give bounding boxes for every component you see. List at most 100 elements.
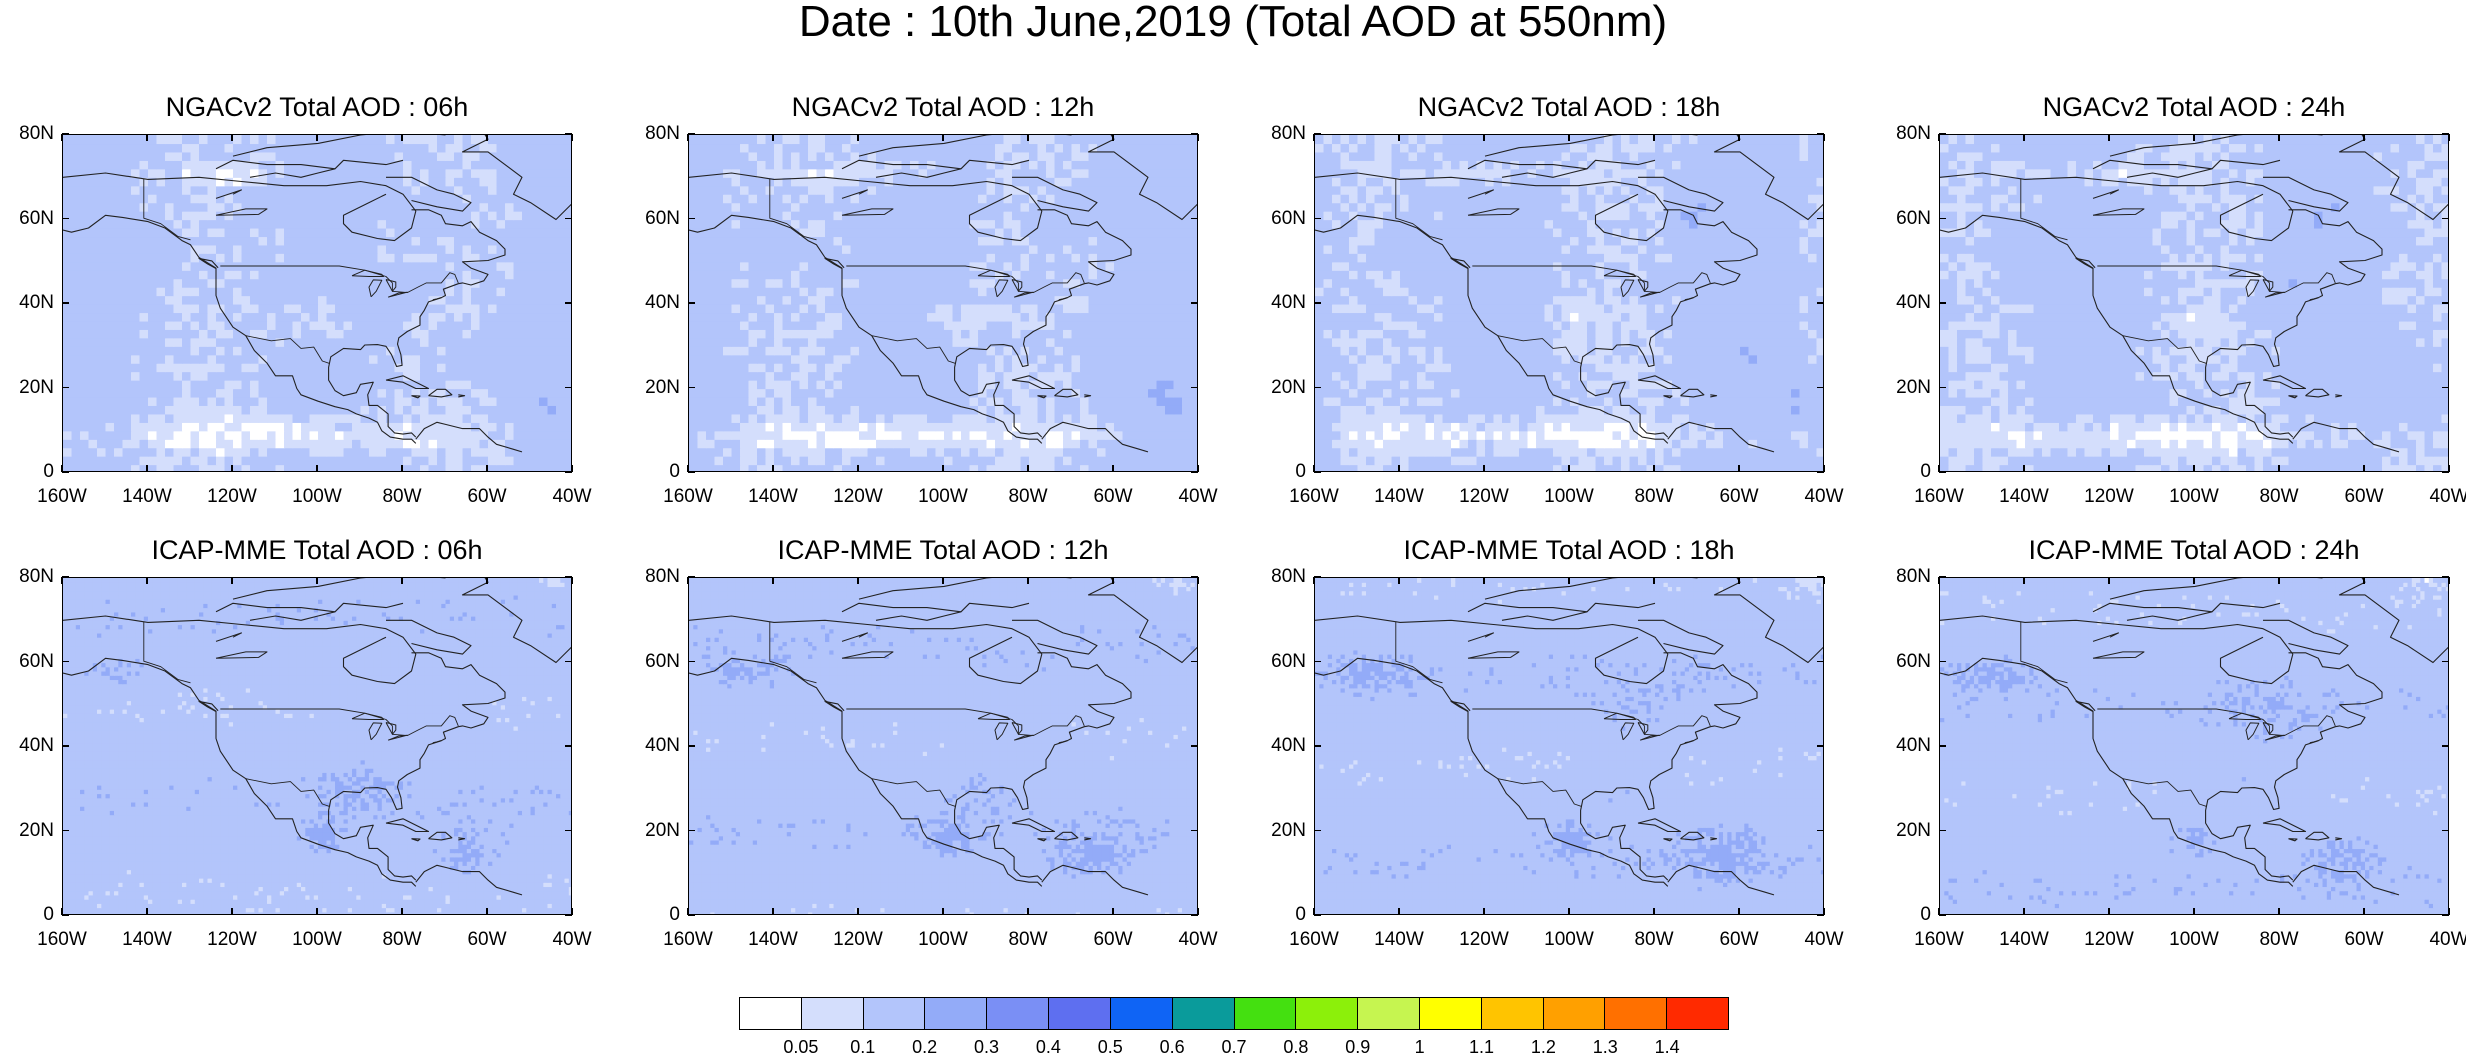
aod-cell [63, 270, 73, 280]
aod-cell [105, 151, 115, 161]
aod-cell [275, 320, 285, 330]
aod-cell [301, 464, 311, 471]
aod-cell [437, 151, 447, 161]
aod-cell [445, 194, 455, 204]
aod-cell [842, 143, 852, 153]
aod-cell [731, 329, 741, 339]
aod-cell [488, 396, 498, 406]
aod-cell [808, 236, 818, 246]
aod-cell [496, 194, 506, 204]
aod-cell [1148, 439, 1158, 449]
coastline [458, 394, 466, 398]
aod-cell [530, 329, 540, 339]
aod-cell [1046, 371, 1056, 381]
aod-cell [241, 405, 251, 415]
aod-cell [394, 304, 404, 314]
aod-cell [799, 447, 809, 457]
aod-cell [131, 160, 141, 170]
aod-cell [343, 261, 353, 271]
aod-cell [833, 287, 843, 297]
aod-cell [182, 413, 192, 423]
aod-cell [173, 439, 183, 449]
aod-cell [969, 177, 979, 187]
aod-cell [1003, 295, 1013, 305]
aod-cell [927, 219, 937, 229]
aod-cell [360, 261, 370, 271]
aod-cell [556, 143, 566, 153]
aod-cell [97, 405, 107, 415]
aod-cell [1131, 396, 1141, 406]
aod-cell [97, 295, 107, 305]
aod-cell [148, 219, 158, 229]
aod-cell [148, 413, 158, 423]
aod-cell [697, 396, 707, 406]
aod-cell [199, 185, 209, 195]
aod-cell [352, 413, 362, 423]
aod-cell [1012, 447, 1022, 457]
aod-cell [114, 295, 124, 305]
aod-cell [420, 211, 430, 221]
aod-cell [850, 456, 860, 466]
aod-cell [1020, 295, 1030, 305]
aod-cell [816, 160, 826, 170]
aod-cell [740, 430, 750, 440]
aod-cell [1156, 177, 1166, 187]
aod-cell [1080, 405, 1090, 415]
aod-cell [97, 371, 107, 381]
aod-cell [1190, 228, 1197, 238]
aod-cell [377, 354, 387, 364]
aod-cell [944, 244, 954, 254]
aod-cell [689, 380, 699, 390]
aod-cell [825, 270, 835, 280]
aod-cell [233, 211, 243, 221]
aod-cell [479, 151, 489, 161]
aod-cell [850, 244, 860, 254]
aod-cell [986, 143, 996, 153]
aod-cell [884, 464, 894, 471]
aod-cell [1148, 202, 1158, 212]
aod-cell [165, 278, 175, 288]
aod-cell [714, 211, 724, 221]
aod-cell [437, 143, 447, 153]
aod-cell [156, 304, 166, 314]
aod-cell [816, 261, 826, 271]
aod-cell [961, 168, 971, 178]
aod-cell [267, 430, 277, 440]
aod-cell [833, 422, 843, 432]
aod-cell [697, 371, 707, 381]
aod-cell [689, 194, 699, 204]
aod-cell [505, 413, 515, 423]
aod-cell [148, 270, 158, 280]
aod-cell [1148, 143, 1158, 153]
coastline [198, 257, 219, 269]
lon-tick-mark [942, 134, 944, 141]
aod-cell [1054, 422, 1064, 432]
aod-cell [318, 143, 328, 153]
aod-cell [539, 244, 549, 254]
aod-cell [1105, 464, 1115, 471]
aod-cell [1570, 464, 1580, 471]
aod-cell [740, 219, 750, 229]
aod-cell [1046, 396, 1056, 406]
aod-cell [1502, 464, 1512, 471]
aod-cell [833, 371, 843, 381]
aod-cell [522, 464, 532, 471]
aod-cell [1046, 228, 1056, 238]
aod-cell [791, 143, 801, 153]
aod-cell [723, 228, 733, 238]
aod-cell [233, 253, 243, 263]
aod-cell [910, 439, 920, 449]
aod-cell [842, 388, 852, 398]
aod-cell [318, 236, 328, 246]
aod-cell [182, 422, 192, 432]
aod-cell [799, 278, 809, 288]
aod-cell [765, 168, 775, 178]
aod-cell [893, 320, 903, 330]
aod-cell [216, 135, 226, 145]
aod-cell [292, 236, 302, 246]
aod-cell [1165, 380, 1175, 390]
aod-cell [825, 151, 835, 161]
aod-cell [808, 278, 818, 288]
aod-cell [1173, 405, 1183, 415]
aod-cell [893, 456, 903, 466]
